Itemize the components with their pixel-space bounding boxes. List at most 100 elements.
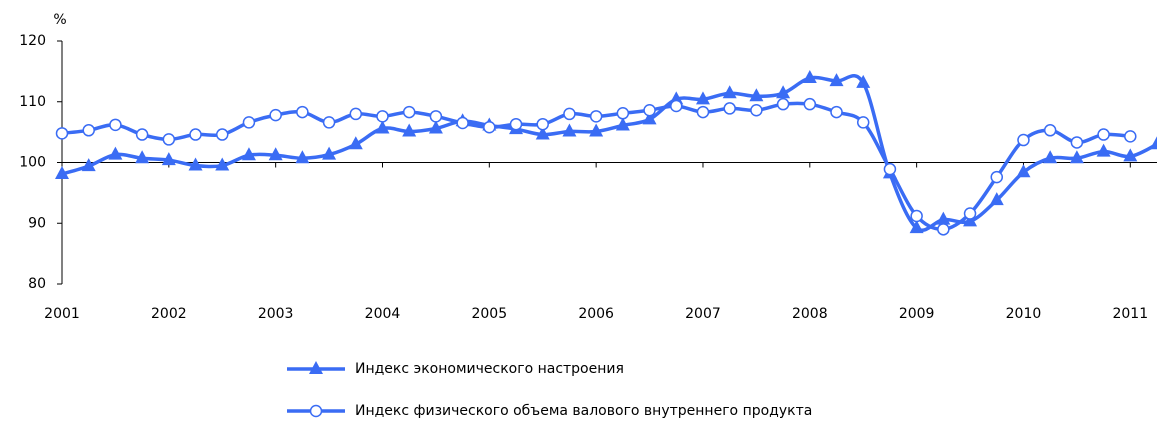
marker [776, 85, 791, 99]
marker [803, 97, 817, 111]
marker [109, 118, 122, 132]
marker [562, 123, 577, 137]
marker [296, 105, 309, 119]
y-tick-label: 100 [19, 155, 46, 171]
marker [1017, 133, 1030, 147]
marker [536, 117, 549, 131]
marker [1096, 143, 1111, 157]
marker [829, 73, 844, 87]
marker [189, 128, 202, 141]
marker [188, 157, 203, 171]
marker [615, 117, 630, 131]
marker [82, 124, 95, 137]
marker [215, 128, 229, 141]
x-tick-label: 2005 [471, 306, 507, 322]
marker [322, 116, 336, 129]
marker [349, 107, 363, 121]
marker [883, 162, 897, 176]
marker [402, 123, 417, 137]
marker [348, 136, 363, 150]
marker [322, 146, 337, 160]
x-tick-label: 2008 [792, 306, 828, 322]
marker [1016, 164, 1031, 178]
marker [309, 404, 323, 418]
marker [856, 116, 870, 129]
marker [723, 102, 736, 115]
marker [695, 91, 710, 105]
marker [215, 157, 230, 171]
marker [81, 158, 96, 172]
marker [589, 110, 603, 123]
marker [722, 85, 737, 99]
legend-label: Индекс физического объема валового внутр… [355, 403, 812, 419]
marker [1150, 136, 1157, 150]
x-tick-label: 2001 [44, 306, 80, 322]
marker [1043, 150, 1058, 164]
marker [750, 104, 763, 117]
x-tick-label: 2002 [151, 306, 187, 322]
marker [295, 150, 310, 164]
marker [696, 105, 710, 119]
marker [830, 105, 843, 119]
legend-item: Индекс экономического настроения [287, 361, 624, 377]
marker [1097, 128, 1110, 141]
marker [990, 170, 1004, 184]
series-line [61, 74, 1157, 232]
marker [55, 166, 69, 180]
marker [963, 213, 978, 227]
x-tick-label: 2003 [258, 306, 294, 322]
legend-item: Индекс физического объема валового внутр… [287, 403, 812, 419]
marker [108, 146, 123, 160]
marker [963, 207, 977, 220]
marker [643, 104, 656, 117]
marker [242, 116, 256, 129]
marker [268, 147, 283, 161]
y-tick-label: 90 [28, 215, 46, 231]
marker [563, 107, 576, 121]
marker [776, 97, 790, 111]
marker [670, 99, 683, 113]
legend-label: Индекс экономического настроения [355, 361, 624, 377]
marker [937, 223, 950, 236]
marker [241, 147, 256, 161]
marker [428, 120, 443, 134]
marker [1124, 130, 1137, 143]
y-tick-label: 120 [19, 33, 46, 49]
marker [1069, 150, 1084, 164]
y-tick-label: 110 [19, 94, 46, 110]
marker [1043, 124, 1057, 137]
marker [1070, 136, 1084, 149]
x-tick-label: 2007 [685, 306, 721, 322]
marker [376, 110, 389, 123]
marker [269, 108, 282, 122]
marker [856, 74, 871, 88]
x-tick-label: 2011 [1112, 306, 1148, 322]
marker [749, 88, 764, 102]
marker [135, 128, 149, 141]
marker [642, 111, 657, 125]
marker [1123, 148, 1138, 162]
marker [589, 123, 604, 137]
x-tick-label: 2009 [899, 306, 935, 322]
marker [910, 209, 923, 223]
marker [909, 220, 924, 234]
x-tick-label: 2010 [1006, 306, 1042, 322]
marker [936, 211, 951, 225]
marker [616, 107, 630, 120]
marker [509, 117, 523, 131]
marker [402, 105, 416, 119]
marker [161, 152, 176, 166]
marker [375, 120, 390, 134]
y-axis-label: % [53, 12, 66, 28]
marker [456, 116, 469, 130]
marker [309, 361, 323, 374]
marker [135, 150, 150, 164]
marker [535, 126, 550, 140]
marker [162, 133, 176, 146]
marker [55, 127, 69, 140]
marker [429, 110, 443, 123]
x-tick-label: 2004 [365, 306, 401, 322]
marker [989, 192, 1004, 206]
marker [483, 121, 496, 134]
